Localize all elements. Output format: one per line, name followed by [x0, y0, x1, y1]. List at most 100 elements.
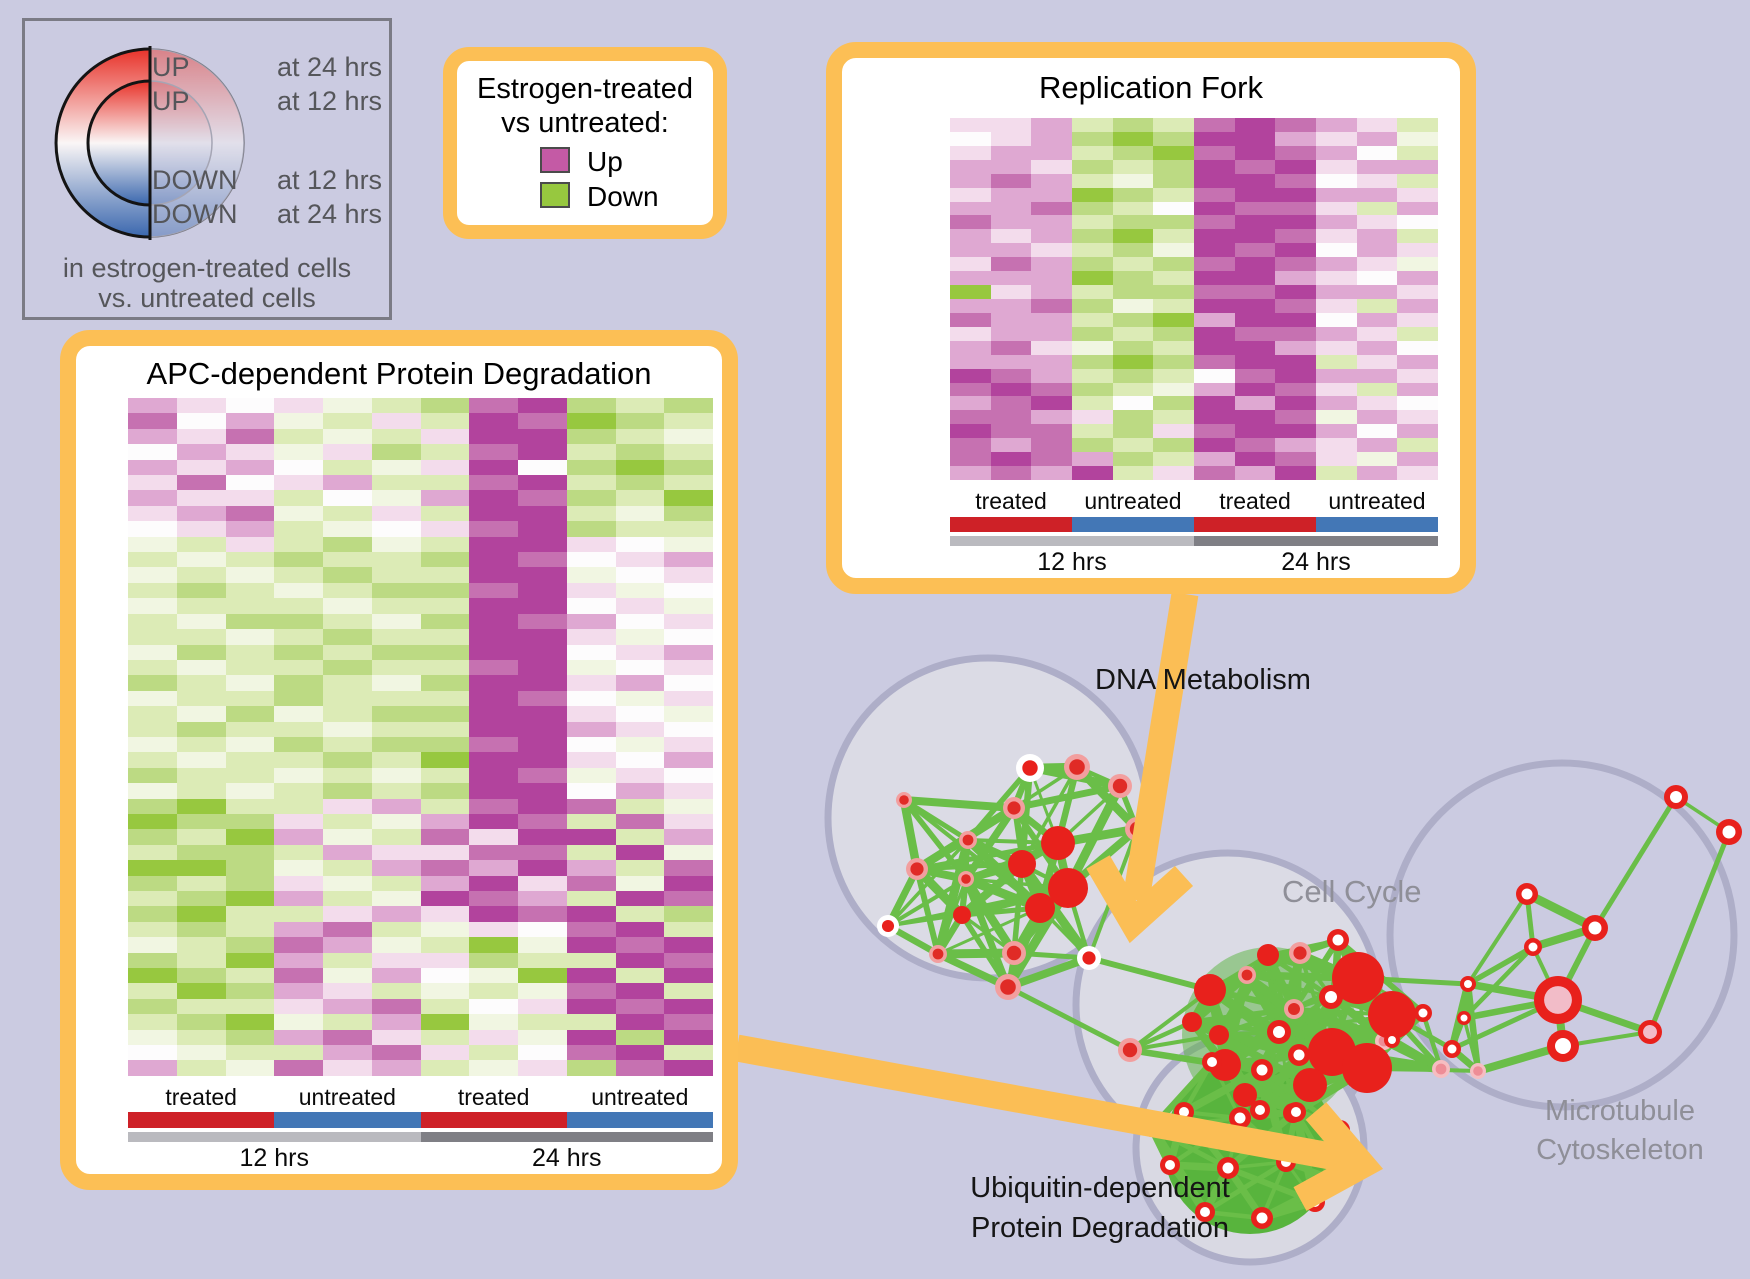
heatmap-cell — [518, 952, 567, 969]
heatmap-cell — [950, 452, 991, 467]
heatmap-cell — [274, 552, 323, 568]
heatmap-cell — [128, 567, 177, 583]
network-edge — [913, 865, 966, 919]
heatmap-cell — [225, 875, 275, 891]
heatmap-row — [128, 1045, 713, 1061]
heatmap-cell — [1275, 410, 1317, 425]
heatmap-cell — [1356, 229, 1398, 244]
heatmap-cell — [323, 706, 372, 722]
network-edge — [1298, 1052, 1368, 1071]
heatmap-cell — [1316, 340, 1357, 355]
heatmap-cell — [1153, 187, 1195, 202]
heatmap-cell — [323, 891, 372, 907]
heatmap-cell — [1153, 285, 1195, 299]
network-node-solid — [1308, 1028, 1356, 1076]
network-edge — [1207, 986, 1302, 1059]
heatmap-cell — [1072, 257, 1113, 272]
heatmap-cell — [990, 368, 1032, 383]
heatmap-cell — [420, 721, 470, 737]
heatmap-row — [128, 968, 713, 984]
heatmap-cell — [128, 644, 177, 660]
heatmap-cell — [1112, 298, 1154, 313]
heatmap-cell — [1194, 271, 1235, 286]
heatmap-cell — [518, 567, 567, 583]
heatmap-row — [128, 921, 713, 938]
network-edge — [1327, 996, 1336, 1053]
heatmap-cell — [1397, 118, 1439, 132]
heatmap-cell — [420, 921, 470, 938]
heatmap-cell — [225, 490, 275, 506]
network-edge — [965, 836, 1043, 912]
network-edge — [1076, 764, 1121, 789]
network-edge — [964, 874, 1042, 913]
heatmap-cell — [990, 410, 1032, 425]
heatmap-cell — [518, 536, 567, 553]
network-node-redring-core — [1147, 1123, 1157, 1133]
heatmap-cell — [566, 659, 616, 676]
heatmap-cell — [469, 1045, 518, 1061]
network-node-redring-core — [1179, 1107, 1189, 1117]
heatmap-cell — [664, 1014, 713, 1030]
heatmap-cell — [1153, 145, 1195, 160]
heatmap-row — [128, 891, 713, 907]
heatmap-cell — [518, 644, 567, 660]
heatmap-cell — [1112, 438, 1154, 453]
network-edge — [916, 840, 1059, 872]
heatmap-cell — [371, 598, 421, 614]
network-edge — [1221, 1062, 1249, 1098]
heatmap-cell — [518, 598, 567, 614]
group-label: treated — [1219, 488, 1291, 514]
heatmap-cell — [566, 921, 616, 938]
heatmap-cell — [566, 983, 616, 999]
heatmap-cell — [1275, 201, 1317, 216]
heatmap-cell — [664, 536, 713, 553]
heatmap-cell — [1112, 173, 1154, 188]
heatmap-cell — [274, 521, 323, 537]
heatmap-cell — [323, 752, 372, 768]
cell-cycle-label: Cell Cycle — [1282, 874, 1422, 909]
network-node-redring-pink-core — [1643, 1025, 1657, 1039]
heatmap-cell — [1316, 173, 1357, 188]
network-node-halo-core — [1129, 821, 1145, 837]
heatmap-cell — [664, 475, 713, 491]
network-edge — [1363, 1013, 1396, 1070]
heatmap-cell — [1356, 285, 1398, 299]
network-edge — [1331, 1011, 1424, 1054]
network-edge — [1331, 1039, 1385, 1054]
network-node-solid — [1233, 1083, 1257, 1107]
network-edge — [1148, 1126, 1174, 1167]
network-node-solid — [1342, 1043, 1392, 1093]
network-node-redring-core — [1464, 980, 1472, 988]
network-edge — [1243, 1048, 1334, 1099]
heatmap-cell — [128, 783, 177, 799]
heatmap-cell — [371, 706, 421, 722]
heatmap-cell — [664, 968, 713, 984]
heatmap-cell — [420, 1045, 470, 1061]
heatmap-cell — [990, 424, 1032, 439]
network-edge — [1183, 1110, 1241, 1120]
heatmap-cell — [371, 1014, 421, 1030]
network-edge — [1449, 1017, 1467, 1050]
heatmap-cell — [1153, 424, 1195, 439]
network-edge — [1391, 1009, 1424, 1019]
network-edge — [1336, 937, 1425, 1016]
network-edge — [1466, 892, 1529, 986]
network-node-redring-core — [1332, 934, 1344, 946]
network-node-faded — [1470, 1063, 1486, 1079]
heatmap-cell — [1031, 118, 1073, 132]
heatmap-cell — [469, 891, 518, 907]
network-edge — [1355, 976, 1387, 1043]
heatmap-cell — [225, 582, 275, 599]
heatmap-cell — [128, 613, 177, 630]
heatmap-cell — [469, 1014, 518, 1030]
heatmap-cell — [1234, 243, 1276, 258]
heatmap-cell — [615, 1045, 665, 1061]
heatmap-cell — [323, 629, 372, 645]
heatmap-cell — [1234, 187, 1276, 202]
network-node-solid — [1209, 1025, 1229, 1045]
heatmap-cell — [664, 736, 713, 753]
heatmap-cell — [371, 613, 421, 630]
heatmap-row — [950, 298, 1439, 313]
heatmap-cell — [1194, 229, 1235, 244]
heatmap-cell — [225, 767, 275, 784]
